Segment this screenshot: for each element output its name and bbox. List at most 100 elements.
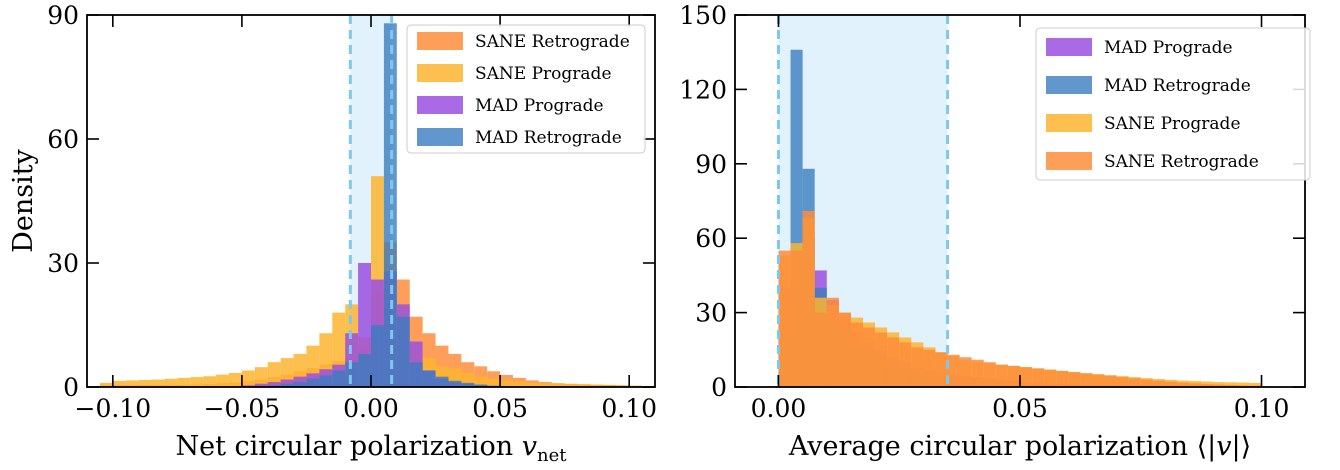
- histogram-bar: [422, 370, 436, 387]
- y-tick-label: 150: [679, 1, 727, 30]
- histogram-bar: [564, 383, 578, 387]
- histogram-bar: [603, 384, 617, 387]
- histogram-bar: [1116, 377, 1129, 387]
- histogram-bar: [229, 372, 242, 387]
- histogram-bar: [826, 297, 839, 387]
- histogram-bar: [1237, 382, 1250, 387]
- histogram-bar: [1249, 383, 1262, 387]
- left-histogram-panel: −0.10 −0.05 0.00 0.05 0.10 0 30 60 90 Net circula…: [8, 1, 657, 466]
- histogram-bar: [935, 352, 948, 387]
- histogram-bar: [947, 354, 960, 387]
- legend-label: SANE Prograde: [475, 64, 612, 84]
- plot-area: [776, 15, 1262, 387]
- legend: MAD Prograde MAD Retrograde SANE Prograde S…: [1035, 27, 1311, 181]
- histogram-bar: [1128, 378, 1141, 387]
- histogram-bar: [358, 353, 371, 387]
- legend-swatch: [1046, 38, 1092, 56]
- y-tick-label: 0: [711, 373, 727, 402]
- histogram-bar: [280, 379, 294, 387]
- histogram-bar: [1201, 384, 1214, 387]
- legend-swatch: [417, 32, 463, 50]
- histogram-bar: [280, 383, 294, 387]
- histogram-bar: [500, 380, 513, 387]
- histogram-bar: [1032, 368, 1045, 387]
- histogram-bar: [293, 376, 307, 387]
- histogram-bar: [190, 377, 204, 387]
- histogram-bar: [814, 312, 827, 387]
- histogram-bar: [267, 362, 281, 387]
- y-tick-label: 0: [63, 373, 79, 402]
- histogram-bar: [435, 376, 449, 387]
- histogram-bar: [1176, 382, 1190, 387]
- legend-swatch: [1046, 152, 1092, 170]
- histogram-bar: [125, 380, 139, 387]
- histogram-bar: [1020, 367, 1033, 387]
- histogram-bar: [971, 359, 984, 387]
- histogram-bar: [151, 379, 165, 387]
- histogram-bar: [241, 370, 255, 387]
- histogram-bar: [959, 357, 972, 387]
- y-tick-label: 30: [695, 299, 727, 328]
- histogram-bar: [216, 374, 229, 387]
- legend-label: MAD Retrograde: [1104, 76, 1251, 96]
- histogram-bar: [1189, 383, 1202, 387]
- histogram-bar: [345, 362, 359, 387]
- x-tick-label: −0.05: [204, 394, 281, 423]
- histogram-bar: [474, 384, 488, 387]
- histogram-bar: [319, 375, 333, 387]
- legend-swatch: [1046, 114, 1092, 132]
- histogram-bar: [409, 362, 423, 387]
- histogram-bar: [790, 250, 803, 387]
- histogram-bar: [525, 382, 539, 387]
- legend-label: SANE Retrograde: [1104, 152, 1259, 172]
- histogram-bar: [99, 382, 113, 387]
- x-tick-label: 0.05: [472, 394, 528, 423]
- legend-box: [406, 24, 646, 154]
- x-tick-label: 0.05: [992, 394, 1048, 423]
- y-axis-label: Density: [8, 148, 39, 252]
- x-tick-label: −0.10: [75, 394, 152, 423]
- legend-label: MAD Retrograde: [475, 128, 622, 148]
- histogram-bar: [513, 381, 526, 387]
- x-axis-label: Average circular polarization ⟨|v|⟩: [788, 431, 1251, 462]
- histogram-bar: [875, 332, 888, 387]
- histogram-bar: [474, 376, 488, 387]
- y-tick-label: 60: [695, 224, 727, 253]
- legend-box: [1035, 27, 1311, 181]
- histogram-bar: [899, 342, 912, 387]
- histogram-bar: [1213, 384, 1226, 387]
- histogram-bar: [1225, 382, 1238, 387]
- histogram-bar: [1092, 374, 1105, 387]
- y-tick-label: 120: [679, 75, 727, 104]
- legend-swatch: [417, 96, 463, 114]
- histogram-bar: [267, 382, 281, 387]
- histogram-bar: [850, 322, 864, 387]
- y-tick-label: 60: [47, 125, 79, 154]
- histogram-bar: [1152, 380, 1165, 387]
- histogram-bar: [383, 23, 397, 387]
- y-tick-label: 90: [47, 1, 79, 30]
- x-tick-label: 0.00: [343, 394, 399, 423]
- histogram-bar: [1007, 365, 1020, 387]
- histogram-bar: [1080, 373, 1093, 387]
- histogram-bar: [863, 327, 876, 387]
- legend-label: SANE Prograde: [1104, 114, 1241, 134]
- histogram-bar: [590, 384, 604, 387]
- histogram-bar: [112, 380, 126, 387]
- legend-swatch: [417, 64, 463, 82]
- histogram-bar: [396, 316, 410, 387]
- histogram-bar: [293, 382, 307, 387]
- histogram-bar: [1068, 372, 1081, 387]
- y-tick-label: 90: [695, 150, 727, 179]
- legend-label: MAD Prograde: [475, 96, 604, 116]
- histogram-bar: [838, 312, 851, 387]
- histogram-bar: [1104, 375, 1117, 387]
- histogram-bar: [254, 367, 268, 387]
- histogram-bar: [778, 250, 791, 387]
- x-axis-label: Net circular polarization vnet: [175, 431, 567, 466]
- histogram-bar: [1140, 379, 1153, 387]
- series-mad-retrograde: [254, 23, 526, 387]
- histogram-bar: [983, 362, 996, 387]
- x-tick-label: 0.10: [1234, 394, 1290, 423]
- histogram-bar: [177, 377, 191, 387]
